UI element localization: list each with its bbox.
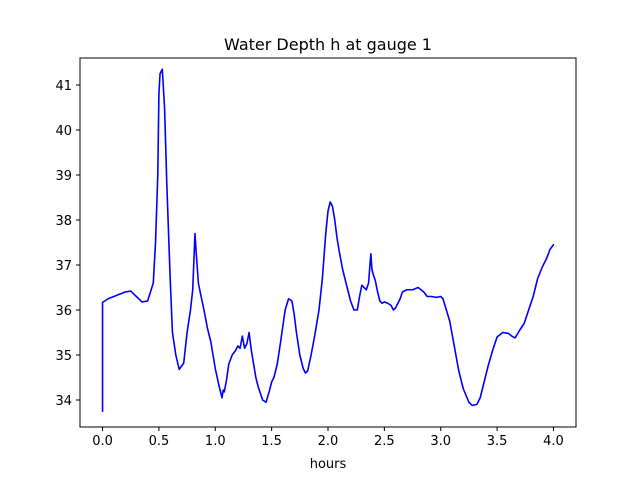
y-tick-label: 40 [55,124,72,139]
y-tick-label: 38 [55,214,72,229]
series-group [101,68,555,413]
series-line [101,68,555,413]
plot-frame [79,57,577,428]
x-tick-label: 2.0 [318,434,339,449]
x-tick-label: 4.0 [543,434,564,449]
x-tick-label: 0.5 [149,434,170,449]
y-tick-label: 36 [55,304,72,319]
y-tick-label: 34 [55,394,72,409]
x-tick-label: 2.5 [374,434,395,449]
y-tick-label: 41 [55,79,72,94]
chart-title: Water Depth h at gauge 1 [224,35,432,54]
y-tick-label: 35 [55,349,72,364]
y-tick-label: 39 [55,169,72,184]
x-tick-label: 3.5 [487,434,508,449]
x-tick-label: 1.0 [205,434,226,449]
x-axis-label: hours [310,457,347,472]
axis-ticks: 0.0 0.5 1.0 1.5 2.0 2.5 3.0 3.5 4.0 34 35 36 37 38 39 4… [55,79,563,449]
x-tick-label: 3.0 [430,434,451,449]
x-tick-label: 0.0 [92,434,113,449]
y-tick-label: 37 [55,259,72,274]
x-tick-label: 1.5 [261,434,282,449]
